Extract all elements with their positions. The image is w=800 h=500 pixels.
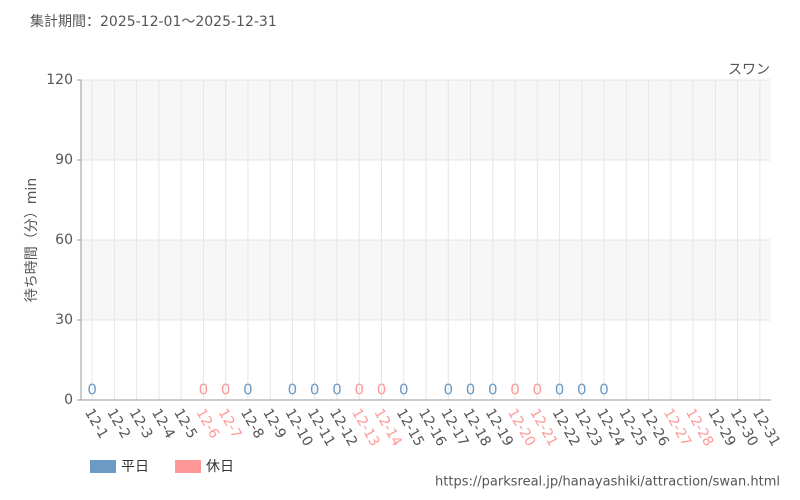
data-label: 0	[377, 381, 387, 399]
data-label: 0	[243, 381, 253, 399]
data-label: 0	[466, 381, 476, 399]
y-tick-label: 120	[46, 72, 73, 88]
legend-label: 平日	[121, 459, 149, 475]
data-label: 0	[199, 381, 209, 399]
data-label: 0	[87, 381, 97, 399]
y-tick-label: 30	[55, 312, 73, 328]
chart-title: 集計期間：2025-12-01～2025-12-31	[30, 13, 277, 30]
source-url: https://parksreal.jp/hanayashiki/attract…	[435, 475, 780, 490]
legend-swatch	[175, 460, 201, 473]
y-axis-label: 待ち時間（分）min	[24, 178, 40, 302]
y-tick-label: 0	[64, 392, 73, 408]
data-label: 0	[354, 381, 364, 399]
data-label: 0	[555, 381, 565, 399]
data-label: 0	[577, 381, 587, 399]
data-label: 0	[332, 381, 342, 399]
data-label: 0	[310, 381, 320, 399]
data-label: 0	[399, 381, 409, 399]
legend-swatch	[90, 460, 116, 473]
chart-subtitle: スワン	[728, 62, 770, 78]
data-label: 0	[221, 381, 231, 399]
y-tick-label: 90	[55, 152, 73, 168]
data-label: 0	[488, 381, 498, 399]
data-label: 0	[510, 381, 520, 399]
data-label: 0	[288, 381, 298, 399]
data-label: 0	[599, 381, 609, 399]
data-label: 0	[443, 381, 453, 399]
legend-label: 休日	[206, 459, 234, 475]
data-label: 0	[533, 381, 543, 399]
y-tick-label: 60	[55, 232, 73, 248]
